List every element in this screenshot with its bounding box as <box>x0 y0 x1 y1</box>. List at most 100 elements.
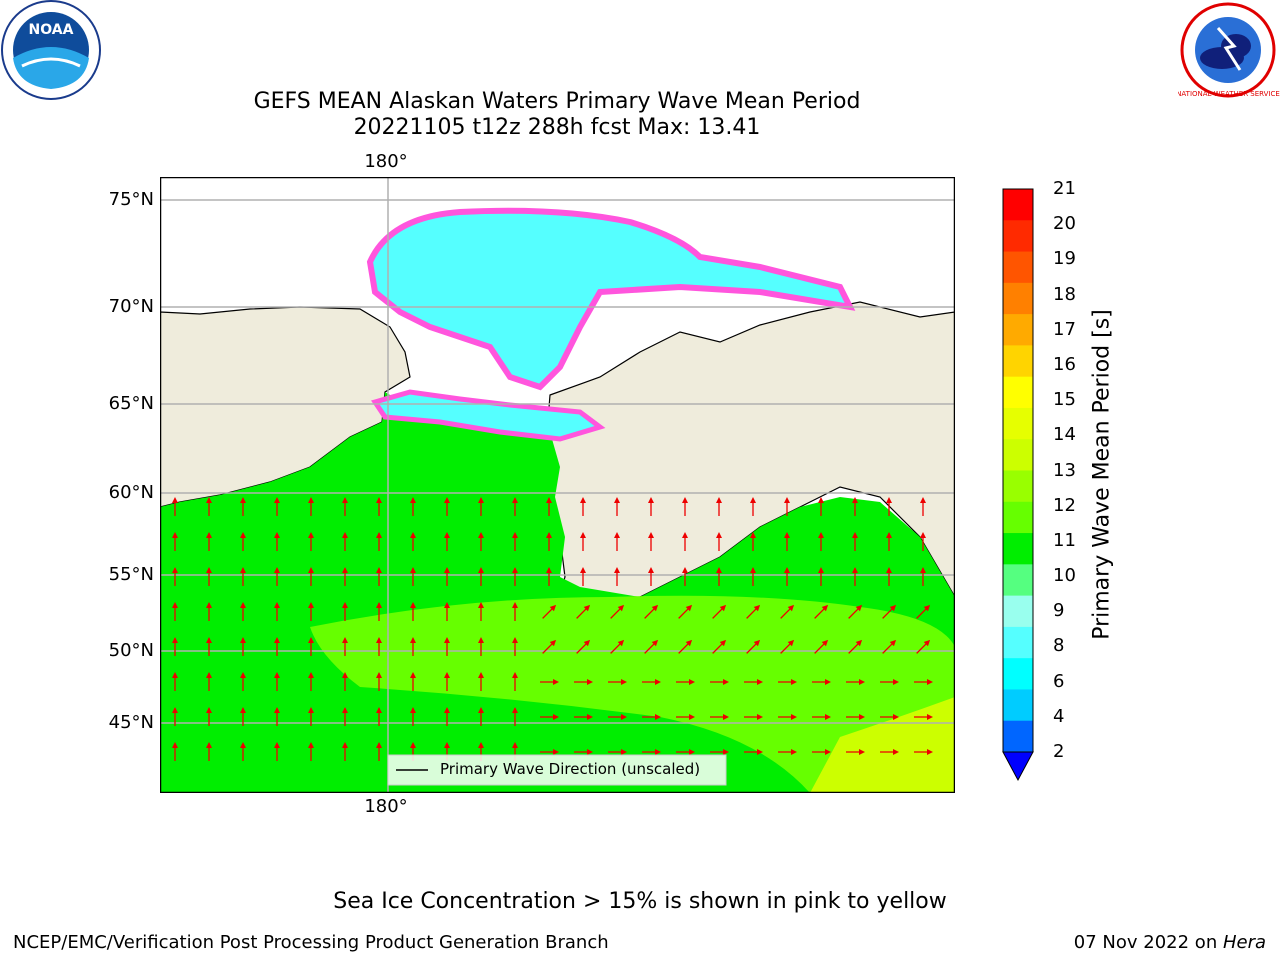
wave-arrow <box>444 497 450 516</box>
wave-arrow <box>778 714 797 720</box>
wave-arrow <box>274 707 280 726</box>
wave-arrow <box>172 567 178 586</box>
wave-arrow <box>546 497 552 516</box>
wave-arrow <box>308 707 314 726</box>
wave-arrow <box>846 714 865 720</box>
wave-arrow <box>716 497 722 516</box>
wave-arrow <box>642 714 661 720</box>
wave-arrow <box>608 714 627 720</box>
colorbar-segment <box>1003 595 1033 628</box>
wave-arrow <box>172 532 178 551</box>
wave-arrow <box>682 497 688 516</box>
wave-arrow <box>240 497 246 516</box>
wave-arrow <box>206 637 212 656</box>
colorbar-segment <box>1003 658 1033 690</box>
wave-arrow <box>376 602 382 621</box>
colorbar-segment <box>1003 407 1033 440</box>
wave-arrow <box>852 497 858 516</box>
wave-arrow <box>812 749 831 755</box>
wave-arrow <box>172 602 178 621</box>
wave-arrow <box>376 742 382 761</box>
wave-arrow <box>512 497 518 516</box>
wave-arrow <box>744 679 763 685</box>
wave-arrow <box>376 532 382 551</box>
wave-arrow <box>342 602 348 621</box>
wave-arrow <box>342 532 348 551</box>
colorbar-tick-label: 4 <box>1053 705 1065 727</box>
wave-arrow <box>682 532 688 551</box>
wave-arrow <box>580 497 586 516</box>
wave-arrow <box>478 497 484 516</box>
wave-arrow <box>206 497 212 516</box>
wave-arrow <box>172 707 178 726</box>
wave-arrow <box>478 602 484 621</box>
colorbar-tick-label: 17 <box>1053 318 1076 340</box>
wave-arrow <box>240 532 246 551</box>
ocean-yellow-patch <box>810 697 955 793</box>
wave-arrow <box>540 749 559 755</box>
colorbar-tick-label: 6 <box>1053 670 1065 692</box>
wave-arrow <box>512 637 518 656</box>
lon-label-top: 180° <box>364 151 408 172</box>
wave-arrow <box>512 602 518 621</box>
colorbar-tick-label: 2 <box>1053 741 1065 762</box>
lat-label-65: 65°N <box>108 393 154 414</box>
wave-arrow <box>750 497 756 516</box>
wave-arrow <box>444 567 450 586</box>
colorbar-tick-label: 10 <box>1053 565 1076 587</box>
wave-arrow <box>240 672 246 691</box>
wave-arrow <box>920 497 926 516</box>
colorbar <box>1002 188 1034 782</box>
map-plot <box>160 177 955 793</box>
wave-arrow <box>784 532 790 551</box>
wave-arrow <box>240 742 246 761</box>
wave-arrow <box>886 532 892 551</box>
colorbar-extend-arrow <box>1002 751 1034 782</box>
map-legend <box>387 754 727 786</box>
noaa-logo-text: NOAA <box>29 22 74 38</box>
wave-arrow <box>716 532 722 551</box>
colorbar-tick-label: 9 <box>1053 600 1065 622</box>
wave-arrow <box>784 567 790 586</box>
wave-arrow <box>172 497 178 516</box>
wave-arrow <box>642 679 661 685</box>
wave-arrow <box>240 637 246 656</box>
wave-arrow <box>914 714 933 720</box>
wave-arrow <box>710 679 729 685</box>
wave-arrow <box>206 672 212 691</box>
wave-arrow <box>648 567 654 586</box>
wave-arrow <box>614 567 620 586</box>
wave-arrow <box>546 567 552 586</box>
wave-arrow <box>846 749 865 755</box>
wave-arrow <box>886 567 892 586</box>
wave-arrow <box>574 679 593 685</box>
colorbar-tick-label: 14 <box>1053 424 1076 446</box>
wave-arrow <box>376 497 382 516</box>
wave-arrow <box>778 749 797 755</box>
wave-arrow <box>172 672 178 691</box>
wave-arrow <box>274 602 280 621</box>
wave-arrow <box>376 567 382 586</box>
wave-arrow <box>818 497 824 516</box>
wave-arrow <box>716 567 722 586</box>
colorbar-tick-label: 11 <box>1053 529 1076 551</box>
footer-right: 07 Nov 2022 on Hera <box>1074 932 1266 953</box>
wave-arrow <box>750 532 756 551</box>
lat-label-70: 70°N <box>108 296 154 317</box>
wave-arrow <box>274 637 280 656</box>
wave-arrow <box>614 532 620 551</box>
wave-arrow <box>274 672 280 691</box>
footer-date: 07 Nov 2022 on <box>1073 932 1223 953</box>
wave-arrow <box>580 567 586 586</box>
wave-arrow <box>172 742 178 761</box>
wave-arrow <box>308 532 314 551</box>
wave-arrow <box>914 749 933 755</box>
wave-arrow <box>852 532 858 551</box>
wave-arrow <box>342 707 348 726</box>
wave-arrow <box>206 742 212 761</box>
wave-arrow <box>676 679 695 685</box>
wave-arrow <box>546 532 552 551</box>
lat-label-55: 55°N <box>108 564 154 585</box>
wave-arrow <box>880 714 899 720</box>
wave-arrow <box>478 637 484 656</box>
